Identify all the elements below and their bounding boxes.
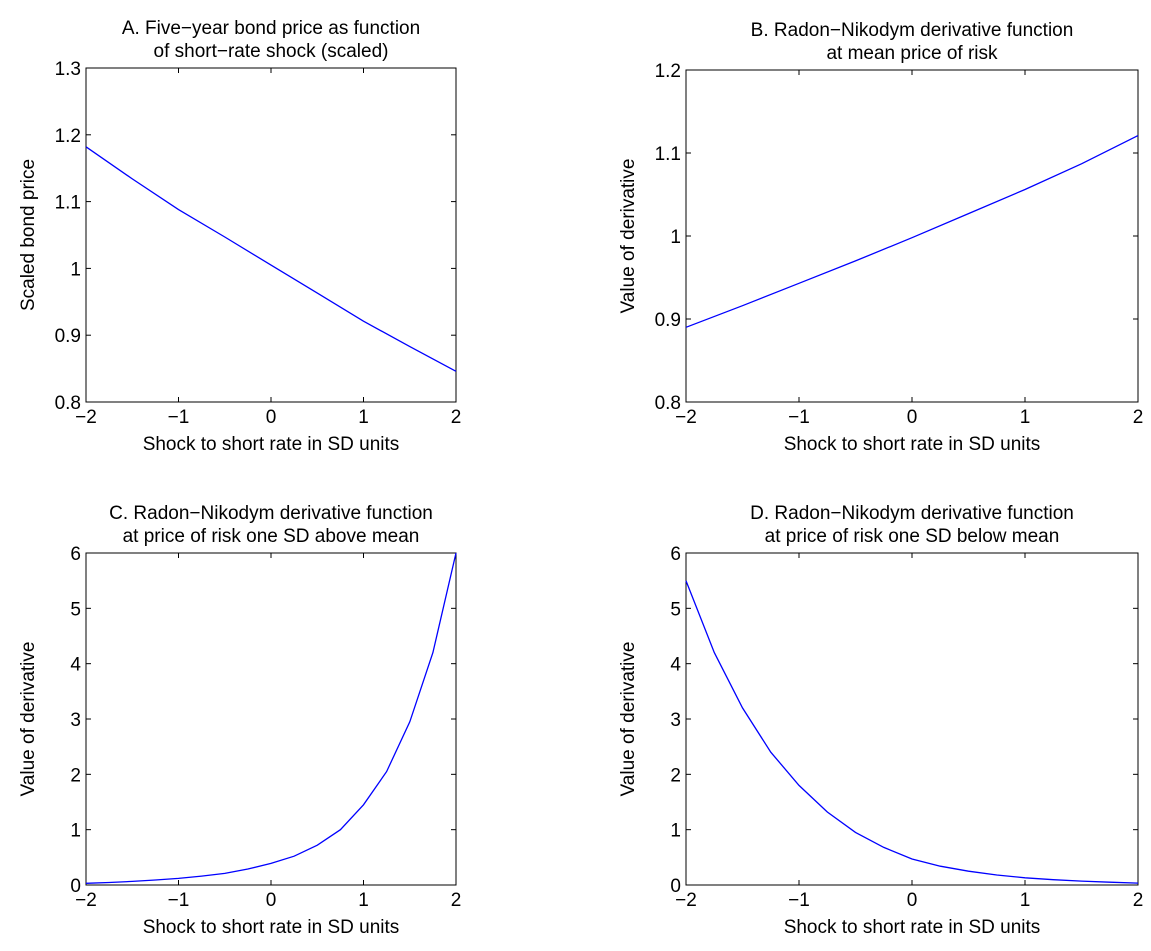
panel-a-x-tick-label: −2 [75, 407, 97, 428]
panel-d-y-tick-label: 1 [670, 821, 681, 842]
panel-b-y-tick-label: 0.9 [655, 310, 681, 331]
panel-c-y-tick-label: 4 [70, 655, 81, 676]
panel-c-x-tick-label: −1 [168, 890, 190, 911]
panel-c-x-tick-label: 1 [358, 890, 369, 911]
panel-a-x-axis-label: Shock to short rate in SD units [143, 434, 400, 455]
panel-c-y-tick-label: 0 [70, 876, 81, 897]
panel-d-x-axis-label: Shock to short rate in SD units [784, 917, 1041, 938]
panel-a-y-tick-label: 0.8 [55, 393, 81, 414]
panel-a-x-tick-label: −1 [168, 407, 190, 428]
panel-d-y-tick-label: 4 [670, 655, 681, 676]
panel-d-title-line-1: D. Radon−Nikodym derivative function [750, 503, 1074, 524]
panel-c-x-tick-label: −2 [75, 890, 97, 911]
panel-d-x-tick-label: 1 [1020, 890, 1031, 911]
panel-c-y-tick-label: 2 [70, 765, 81, 786]
panel-b-x-axis-label: Shock to short rate in SD units [784, 434, 1041, 455]
panel-b-y-tick-label: 1.2 [655, 61, 681, 82]
panel-b-x-tick-label: −2 [675, 407, 697, 428]
panel-c-chart: −2 −1 0 1 2 0 1 2 3 4 5 6 C. Radon−Nikodym derivativ… [18, 503, 461, 938]
panel-d-y-axis-label: Value of derivative [618, 642, 639, 797]
panel-d-y-tick-label: 0 [670, 876, 681, 897]
panel-a-y-tick-label: 1.3 [55, 59, 81, 80]
panel-a-title-line-2: of short−rate shock (scaled) [154, 41, 389, 62]
panel-d-x-tick-label: 0 [907, 890, 918, 911]
panel-a-y-tick-label: 1 [70, 259, 81, 280]
panel-d-y-tick-label: 5 [670, 599, 681, 620]
panel-b-axes-frame [685, 69, 1139, 403]
panel-a-x-tick-label: 0 [266, 407, 277, 428]
panel-a-y-tick-label: 1.1 [55, 193, 81, 214]
panel-d-chart: −2 −1 0 1 2 0 1 2 3 4 5 6 D. Radon−Nikodym derivativ… [618, 503, 1143, 938]
panel-c-y-tick-label: 3 [70, 710, 81, 731]
panel-d-x-tick-label: −2 [675, 890, 697, 911]
panel-d-y-tick-label: 6 [670, 544, 681, 565]
panel-d-series-line [685, 580, 1139, 884]
panel-b-chart: −2 −1 0 1 2 0.8 0.9 1 1.1 1.2 B. Radon−Nikodym der… [618, 20, 1143, 455]
panel-a-chart: −2 −1 0 1 2 0.8 0.9 1 1.1 1.2 1.3 A. Five−year bond… [18, 18, 461, 455]
panel-a-y-axis-label: Scaled bond price [18, 159, 39, 311]
panel-a-title-line-1: A. Five−year bond price as function [122, 18, 420, 39]
panel-c-axes-frame [85, 552, 457, 886]
panel-d-x-tick-label: −1 [788, 890, 810, 911]
panel-a-y-tick-label: 0.9 [55, 326, 81, 347]
panel-d-axes-frame [685, 552, 1139, 886]
panel-a-series-line [85, 146, 457, 372]
panel-c-x-axis-label: Shock to short rate in SD units [143, 917, 400, 938]
panel-b-title-line-1: B. Radon−Nikodym derivative function [751, 20, 1074, 41]
panel-b-x-tick-label: −1 [788, 407, 810, 428]
panel-a-x-tick-label: 1 [358, 407, 369, 428]
panel-c-y-tick-label: 5 [70, 599, 81, 620]
panel-b-y-axis-label: Value of derivative [618, 159, 639, 314]
panel-c-y-axis-label: Value of derivative [18, 642, 39, 797]
panel-c-x-tick-label: 2 [451, 890, 462, 911]
panel-d-y-tick-label: 2 [670, 765, 681, 786]
panel-b-x-tick-label: 0 [907, 407, 918, 428]
panel-b-title-line-2: at mean price of risk [826, 43, 998, 64]
panel-c-y-tick-label: 1 [70, 821, 81, 842]
panel-a-axes-frame [85, 67, 457, 403]
panel-c-title-line-2: at price of risk one SD above mean [123, 526, 420, 547]
panel-c-y-tick-label: 6 [70, 544, 81, 565]
panel-a-y-tick-label: 1.2 [55, 126, 81, 147]
panel-d-x-tick-label: 2 [1133, 890, 1144, 911]
panel-b-y-tick-label: 0.8 [655, 393, 681, 414]
panel-c-x-tick-label: 0 [266, 890, 277, 911]
panel-d-title-line-2: at price of risk one SD below mean [765, 526, 1060, 547]
panel-b-y-tick-label: 1.1 [655, 144, 681, 165]
panel-a-x-tick-label: 2 [451, 407, 462, 428]
panel-b-y-tick-label: 1 [670, 227, 681, 248]
panel-c-title-line-1: C. Radon−Nikodym derivative function [109, 503, 433, 524]
panel-c-series-line [85, 552, 457, 884]
panel-d-y-tick-label: 3 [670, 710, 681, 731]
panel-b-x-tick-label: 1 [1020, 407, 1031, 428]
panel-b-series-line [685, 135, 1139, 328]
panel-b-x-tick-label: 2 [1133, 407, 1144, 428]
